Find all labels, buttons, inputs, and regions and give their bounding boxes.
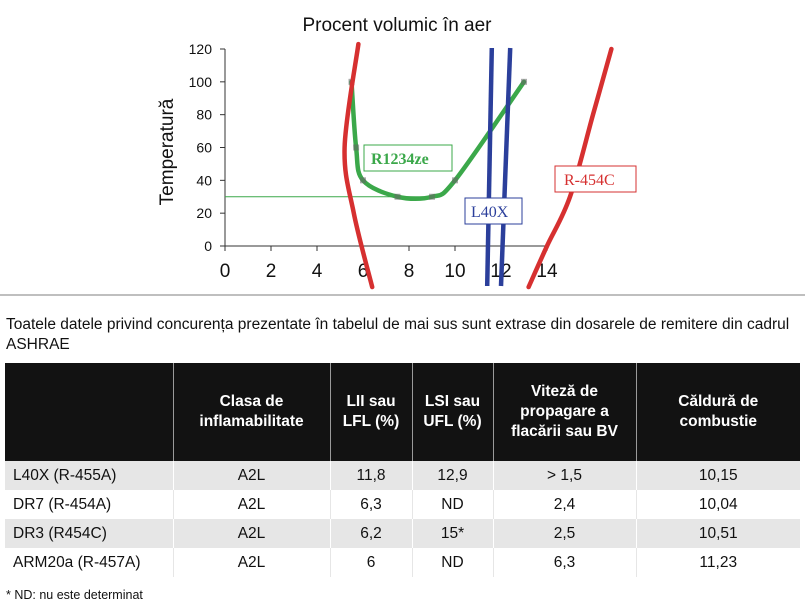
label-l40x: L40X (464, 197, 523, 225)
series-line-r1234ze (349, 79, 527, 202)
chart-series (225, 41, 614, 290)
table-cell: ARM20a (R-457A) (5, 548, 173, 577)
header-cell: Clasa de inflamabilitate (172, 363, 330, 461)
x-tick-label: 4 (312, 261, 323, 282)
table-cell: 11,8 (329, 461, 412, 490)
table-cell: 10,15 (635, 461, 800, 490)
y-tick-label: 0 (204, 238, 212, 254)
y-tick-label: 100 (189, 74, 213, 90)
x-tick-label: 10 (444, 261, 465, 282)
table-cell: 2,5 (492, 519, 636, 548)
table-cell: A2L (172, 490, 330, 519)
table-cell: 6 (329, 548, 412, 577)
label-r454c: R-454C (554, 165, 637, 193)
label-r1234ze: R1234ze (363, 144, 453, 172)
series-line-l40x (484, 47, 495, 287)
table-row: ARM20a (R-457A) A2L 6 ND 6,3 11,23 (5, 548, 800, 577)
label-r454c-text: R-454C (564, 172, 615, 189)
y-axis-label: Temperatură (157, 98, 178, 205)
x-tick-label: 0 (220, 261, 231, 282)
table-header-row: Clasa de inflamabilitate LII sau LFL (%)… (5, 363, 800, 461)
chart-title: Procent volumic în aer (302, 15, 492, 36)
table-cell: ND (411, 548, 493, 577)
data-point (429, 193, 435, 200)
footnote: * ND: nu este determinat (6, 588, 143, 602)
table-row: DR3 (R454C) A2L 6,2 15* 2,5 10,51 (5, 519, 800, 548)
series-line-r-454c (526, 46, 614, 290)
comparison-table: Clasa de inflamabilitate LII sau LFL (%)… (5, 363, 800, 577)
table-cell: A2L (172, 519, 330, 548)
table-cell: 6,3 (329, 490, 412, 519)
flammability-chart: Procent volumic în aer Temperatură 02040… (157, 15, 637, 290)
series-line-l40x (498, 47, 513, 287)
table-cell: 12,9 (411, 461, 493, 490)
data-point (360, 177, 366, 184)
table-cell: ND (411, 490, 493, 519)
table-cell: 15* (411, 519, 493, 548)
x-tick-label: 2 (266, 261, 277, 282)
table-cell: A2L (172, 461, 330, 490)
table-row: L40X (R-455A) A2L 11,8 12,9 > 1,5 10,15 (5, 461, 800, 490)
chart-ticks: 02040608010012002468101214 (189, 41, 558, 282)
x-tick-label: 14 (536, 261, 558, 282)
table-cell: A2L (172, 548, 330, 577)
section-divider (0, 294, 805, 296)
caption-text: Toatele datele privind concurența prezen… (6, 316, 790, 353)
table-cell: 6,3 (492, 548, 636, 577)
y-tick-label: 80 (196, 107, 212, 123)
table-cell: > 1,5 (492, 461, 636, 490)
header-cell: LII sau LFL (%) (329, 363, 412, 461)
table-cell: 11,23 (635, 548, 800, 577)
y-tick-label: 60 (196, 140, 212, 156)
data-point (521, 78, 527, 85)
x-tick-label: 6 (358, 261, 369, 282)
table-cell: 10,51 (635, 519, 800, 548)
header-cell: Căldură de combustie (635, 363, 800, 461)
table-cell: DR7 (R-454A) (5, 490, 173, 519)
y-tick-label: 40 (196, 172, 212, 188)
table-row: DR7 (R-454A) A2L 6,3 ND 2,4 10,04 (5, 490, 800, 519)
header-cell: LSI sau UFL (%) (411, 363, 493, 461)
table-cell: 2,4 (492, 490, 636, 519)
data-point (353, 144, 360, 151)
data-point (452, 177, 458, 184)
y-tick-label: 20 (196, 205, 212, 221)
x-tick-label: 8 (404, 261, 415, 282)
series-line-r-454c (342, 41, 375, 290)
label-r1234ze-text: R1234ze (371, 151, 429, 168)
y-tick-label: 120 (189, 41, 213, 57)
header-cell: Viteză de propagare a flacării sau BV (492, 363, 636, 461)
table-cell: L40X (R-455A) (5, 461, 173, 490)
header-cell (5, 363, 173, 461)
label-l40x-text: L40X (471, 204, 509, 221)
table-cell: 10,04 (635, 490, 800, 519)
data-point (394, 193, 401, 200)
table-cell: DR3 (R454C) (5, 519, 173, 548)
table-cell: 6,2 (329, 519, 412, 548)
